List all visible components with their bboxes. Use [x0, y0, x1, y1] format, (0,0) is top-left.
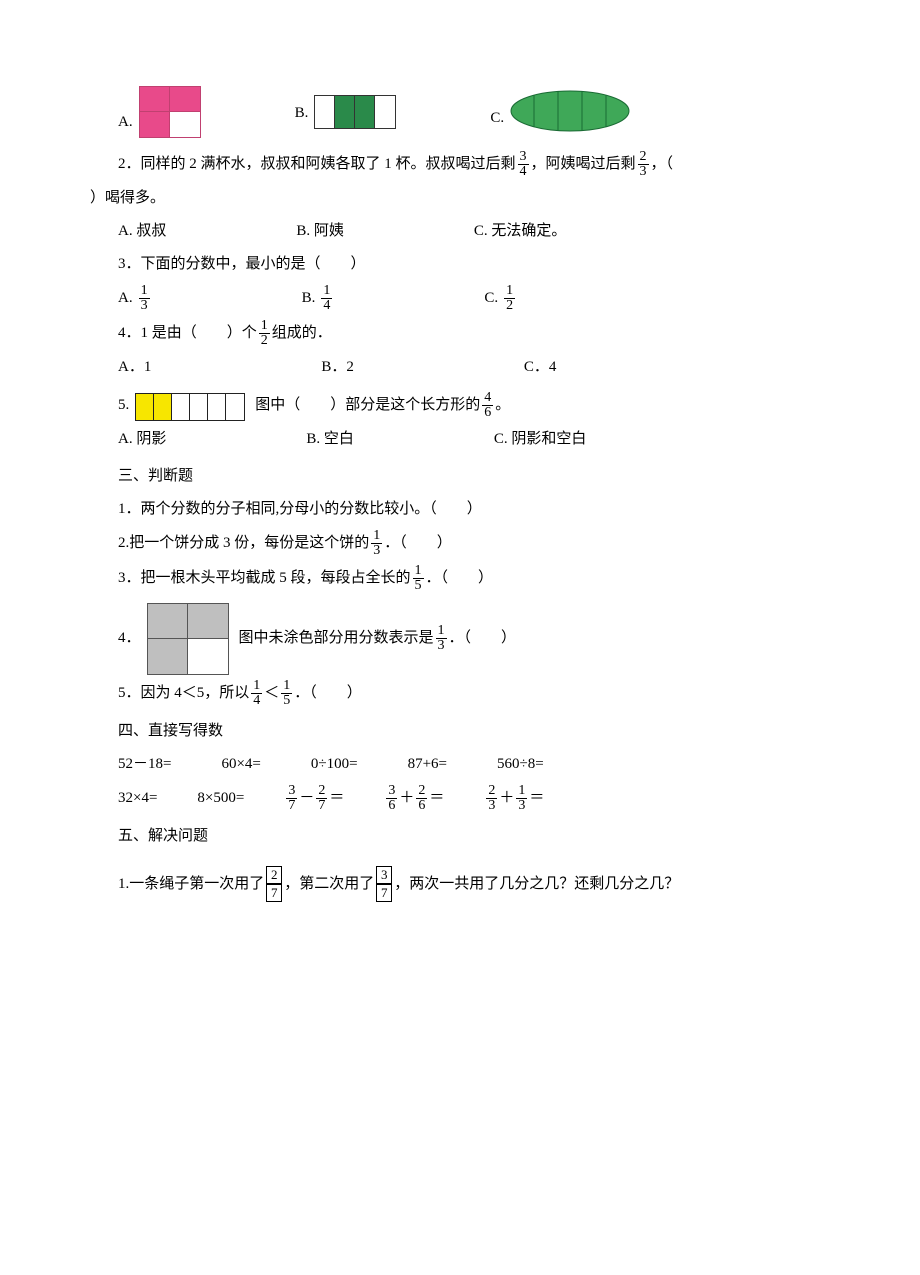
q2-c: C. 无法确定。 — [474, 218, 567, 245]
q2-stem: 2．同样的 2 满杯水，叔叔和阿姨各取了 1 杯。叔叔喝过后剩 34 ，阿姨喝过… — [90, 150, 830, 179]
q5-a: A. 阴影 — [118, 426, 166, 453]
q5-img — [135, 392, 249, 419]
q3-stem: 3．下面的分数中，最小的是（ ） — [90, 251, 830, 278]
q1-opt-b: B. — [295, 95, 401, 127]
q2-opts: A. 叔叔 B. 阿姨 C. 无法确定。 — [90, 218, 830, 245]
c2-d: 36 ＋ 26 ＝ — [384, 784, 444, 813]
c1-5: 560÷8= — [497, 751, 544, 778]
calc-row1: 52－18= 60×4= 0÷100= 87+6= 560÷8= — [90, 751, 830, 778]
section3-title: 三、判断题 — [90, 463, 830, 490]
j4: 4． 图中未涂色部分用分数表示是 13 ．（ ） — [90, 603, 830, 673]
c1-1: 52－18= — [118, 751, 171, 778]
p1-f1: 27 — [266, 866, 282, 902]
q5-c: C. 阴影和空白 — [494, 426, 587, 453]
q3-text: 3．下面的分数中，最小的是（ ） — [118, 251, 366, 278]
q5-num: 5. — [118, 392, 129, 419]
q2-stem2: ）喝得多。 — [90, 185, 830, 212]
q5-b: B. 空白 — [306, 426, 354, 453]
c1-2: 60×4= — [221, 751, 260, 778]
c2-e: 23 ＋ 13 ＝ — [484, 784, 544, 813]
q3-c: C.12 — [484, 284, 517, 313]
q5-stem: 5. 图中（ ）部分是这个长方形的 46 。 — [90, 391, 830, 420]
q3-opts: A.13 B.14 C.12 — [90, 284, 830, 313]
q2-t4: ）喝得多。 — [90, 185, 165, 212]
q1-img-b — [314, 95, 400, 127]
q1-opt-c: C. — [490, 90, 630, 132]
q1-img-a — [139, 86, 205, 136]
q1-options: A. B. C. — [90, 86, 830, 136]
j4-img — [147, 603, 233, 673]
q2-f1: 34 — [518, 150, 529, 179]
j2: 2.把一个饼分成 3 份，每份是这个饼的 13 ．（ ） — [90, 529, 830, 558]
q4-f: 12 — [259, 319, 270, 348]
q3-a: A.13 — [118, 284, 152, 313]
c2-c: 37 － 27 ＝ — [284, 784, 344, 813]
q2-b: B. 阿姨 — [296, 218, 344, 245]
c2-b: 8×500= — [197, 785, 244, 812]
q4-b: B．2 — [321, 354, 354, 381]
label-b: B. — [295, 100, 309, 127]
label-a: A. — [118, 109, 133, 136]
q5-t2: 图中（ ）部分是这个长方形的 — [255, 392, 480, 419]
q2-t1: 2．同样的 2 满杯水，叔叔和阿姨各取了 1 杯。叔叔喝过后剩 — [118, 151, 516, 178]
q2-a: A. 叔叔 — [118, 218, 166, 245]
c2-a: 32×4= — [118, 785, 157, 812]
q1-opt-a: A. — [118, 86, 205, 136]
q4-t2: 组成的． — [272, 320, 332, 347]
q2-f2: 23 — [638, 150, 649, 179]
calc-row2: 32×4= 8×500= 37 － 27 ＝ 36 ＋ 26 ＝ 23 ＋ 13… — [90, 784, 830, 813]
q5-t3: 。 — [495, 392, 510, 419]
q4-stem: 4．1 是由（ ）个 12 组成的． — [90, 319, 830, 348]
p1-f2: 37 — [376, 866, 392, 902]
q2-t2: ，阿姨喝过后剩 — [531, 151, 636, 178]
section5-title: 五、解决问题 — [90, 823, 830, 850]
c1-4: 87+6= — [408, 751, 447, 778]
q1-img-c — [510, 90, 630, 132]
q4-opts: A．1 B．2 C．4 — [90, 354, 830, 381]
label-c: C. — [490, 105, 504, 132]
j1: 1．两个分数的分子相同,分母小的分数比较小。（ ） — [90, 496, 830, 523]
q3-b: B.14 — [302, 284, 335, 313]
c1-3: 0÷100= — [311, 751, 358, 778]
q2-t3: ，（ — [651, 151, 674, 178]
p1: 1.一条绳子第一次用了 27 ，第二次用了 37 ，两次一共用了几分之几？还剩几… — [90, 866, 830, 902]
j5: 5．因为 4＜5，所以 14 ＜ 15 ．（ ） — [90, 679, 830, 708]
q4-t1: 4．1 是由（ ）个 — [118, 320, 257, 347]
q4-c: C．4 — [524, 354, 557, 381]
q5-opts: A. 阴影 B. 空白 C. 阴影和空白 — [90, 426, 830, 453]
j3: 3．把一根木头平均截成 5 段，每段占全长的 15 ．（ ） — [90, 564, 830, 593]
q4-a: A．1 — [118, 354, 151, 381]
section4-title: 四、直接写得数 — [90, 718, 830, 745]
q5-f: 46 — [482, 391, 493, 420]
